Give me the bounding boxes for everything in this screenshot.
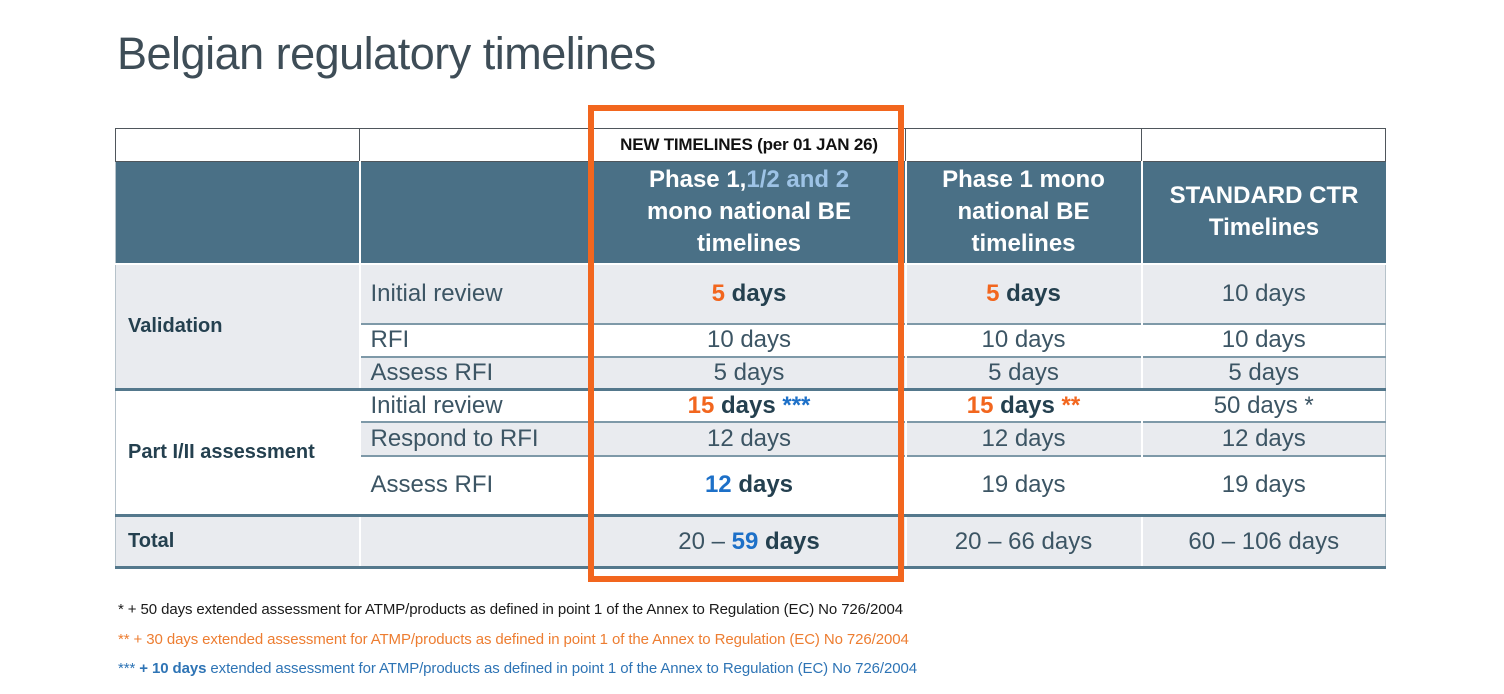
value-standard-ctr: 10 days: [1140, 263, 1386, 324]
banner-row: NEW TIMELINES (per 01 JAN 26): [115, 128, 1386, 162]
header-phase1-12-2-timelines: Phase 1,1/2 and 2 mono national BE timel…: [591, 161, 906, 265]
footnote-50-days: * + 50 days extended assessment for ATMP…: [118, 601, 903, 618]
row-validation-assess-rfi: Assess RFI 5 days 5 days 5 days: [116, 355, 1386, 390]
value-new-phase112: 10 days: [591, 322, 906, 357]
total-empty-cell: [358, 514, 593, 569]
page-title: Belgian regulatory timelines: [117, 28, 656, 79]
value-new-phase112: 5 days: [591, 355, 906, 390]
step-label: RFI: [358, 322, 593, 357]
row-validation-initial-review: Validation Initial review 5 days 5 days …: [115, 263, 1386, 390]
value-phase1-mono: 15 days **: [904, 388, 1142, 422]
footnote-30-days: ** + 30 days extended assessment for ATM…: [118, 631, 909, 648]
regulatory-timelines-table: NEW TIMELINES (per 01 JAN 26) Phase 1,1/…: [115, 128, 1386, 569]
value-phase1-mono: 10 days: [904, 322, 1142, 357]
value-new-phase112: 15 days ***: [591, 388, 906, 422]
value-phase1-mono: 5 days: [904, 263, 1142, 324]
banner-empty-cell: [905, 128, 1142, 162]
total-label: Total: [115, 514, 360, 569]
total-new-phase112: 20 – 59 days: [591, 514, 906, 569]
value-new-phase112: 5 days: [591, 263, 906, 324]
value-standard-ctr: 50 days *: [1140, 388, 1386, 422]
header-empty-step: [358, 161, 593, 265]
header-empty-group: [115, 161, 360, 265]
value-standard-ctr: 10 days: [1140, 322, 1386, 357]
value-new-phase112: 12 days: [591, 420, 906, 456]
row-part-respond-rfi: Respond to RFI 12 days 12 days 12 days: [116, 420, 1386, 456]
table-header-row: Phase 1,1/2 and 2 mono national BE timel…: [115, 161, 1386, 265]
step-label: Assess RFI: [358, 454, 593, 516]
value-new-phase112: 12 days: [591, 454, 906, 516]
value-phase1-mono: 19 days: [904, 454, 1142, 516]
row-part-initial-review: Part I/II assessment Initial review 15 d…: [115, 388, 1386, 516]
step-label: Respond to RFI: [358, 420, 593, 456]
group-label-part-assessment: Part I/II assessment: [115, 388, 360, 516]
step-label: Initial review: [358, 263, 593, 324]
banner-empty-cell: [115, 128, 360, 162]
value-phase1-mono: 5 days: [904, 355, 1142, 390]
value-standard-ctr: 19 days: [1140, 454, 1386, 516]
header-standard-ctr-timelines: STANDARD CTR Timelines: [1140, 161, 1386, 265]
new-timelines-banner: NEW TIMELINES (per 01 JAN 26): [592, 128, 906, 162]
row-part-assess-rfi: Assess RFI 12 days 19 days 19 days: [116, 454, 1386, 516]
total-standard-ctr: 60 – 106 days: [1140, 514, 1386, 569]
row-total: Total 20 – 59 days 20 – 66 days 60 – 106…: [115, 514, 1386, 569]
banner-empty-cell: [1141, 128, 1386, 162]
value-phase1-mono: 12 days: [904, 420, 1142, 456]
step-label: Assess RFI: [358, 355, 593, 390]
total-phase1-mono: 20 – 66 days: [904, 514, 1142, 569]
step-label: Initial review: [358, 388, 593, 422]
value-standard-ctr: 5 days: [1140, 355, 1386, 390]
value-standard-ctr: 12 days: [1140, 420, 1386, 456]
group-label-validation: Validation: [115, 263, 360, 390]
row-validation-rfi: RFI 10 days 10 days 10 days: [116, 322, 1386, 357]
footnote-10-days: *** + 10 days extended assessment for AT…: [118, 660, 917, 677]
banner-empty-cell: [359, 128, 593, 162]
header-phase1-mono-timelines: Phase 1 mono national BE timelines: [904, 161, 1142, 265]
